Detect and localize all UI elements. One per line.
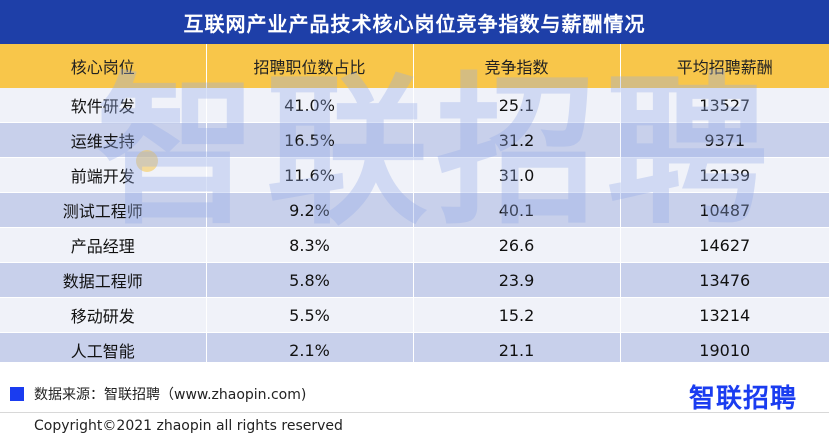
table-cell: 23.9: [413, 262, 621, 298]
table-row: 人工智能 2.1% 21.1 19010: [0, 332, 829, 362]
table-cell: 13527: [620, 88, 829, 123]
footer-divider: [0, 412, 829, 413]
brand-logo: 智联招聘: [688, 384, 797, 414]
table-cell: 8.3%: [206, 227, 414, 263]
table-row: 软件研发 41.0% 25.1 13527: [0, 88, 829, 123]
table-cell: 19010: [620, 332, 829, 362]
table-cell: 软件研发: [0, 88, 207, 123]
table-row: 运维支持 16.5% 31.2 9371: [0, 122, 829, 158]
table-cell: 5.8%: [206, 262, 414, 298]
table-cell: 产品经理: [0, 227, 207, 263]
table-cell: 11.6%: [206, 157, 414, 193]
table-cell: 13214: [620, 297, 829, 333]
table-header-row: 核心岗位 招聘职位数占比 竞争指数 平均招聘薪酬: [0, 44, 829, 88]
table-cell: 25.1: [413, 88, 621, 123]
table-cell: 5.5%: [206, 297, 414, 333]
source-text: 数据来源：智联招聘（www.zhaopin.com): [34, 387, 307, 403]
source-square-icon: [10, 387, 24, 401]
table-cell: 9371: [620, 122, 829, 158]
table-cell: 数据工程师: [0, 262, 207, 298]
table-cell: 9.2%: [206, 192, 414, 228]
data-table: 核心岗位 招聘职位数占比 竞争指数 平均招聘薪酬 软件研发 41.0% 25.1 13…: [0, 44, 829, 362]
chart-title: 互联网产业产品技术核心岗位竞争指数与薪酬情况: [0, 0, 829, 44]
table-row: 数据工程师 5.8% 23.9 13476: [0, 262, 829, 298]
source-note: 数据来源：智联招聘（www.zhaopin.com): [10, 384, 306, 404]
table-row: 前端开发 11.6% 31.0 12139: [0, 157, 829, 193]
table-cell: 14627: [620, 227, 829, 263]
table-cell: 12139: [620, 157, 829, 193]
column-header: 招聘职位数占比: [206, 44, 414, 88]
table-cell: 16.5%: [206, 122, 414, 158]
table-cell: 31.2: [413, 122, 621, 158]
table-cell: 测试工程师: [0, 192, 207, 228]
table-cell: 人工智能: [0, 332, 207, 362]
table-cell: 13476: [620, 262, 829, 298]
data-table-container: 核心岗位 招聘职位数占比 竞争指数 平均招聘薪酬 软件研发 41.0% 25.1 13…: [0, 44, 829, 362]
table-cell: 10487: [620, 192, 829, 228]
table-row: 产品经理 8.3% 26.6 14627: [0, 227, 829, 263]
table-cell: 运维支持: [0, 122, 207, 158]
column-header: 核心岗位: [0, 44, 207, 88]
table-row: 移动研发 5.5% 15.2 13214: [0, 297, 829, 333]
table-cell: 前端开发: [0, 157, 207, 193]
copyright-text: Copyright©2021 zhaopin all rights reserv…: [34, 418, 343, 434]
column-header: 平均招聘薪酬: [620, 44, 829, 88]
table-cell: 2.1%: [206, 332, 414, 362]
table-cell: 21.1: [413, 332, 621, 362]
table-cell: 41.0%: [206, 88, 414, 123]
table-cell: 31.0: [413, 157, 621, 193]
table-row: 测试工程师 9.2% 40.1 10487: [0, 192, 829, 228]
table-body: 软件研发 41.0% 25.1 13527 运维支持 16.5% 31.2 9371 前端开发 1…: [0, 88, 829, 362]
column-header: 竞争指数: [413, 44, 621, 88]
watermark-dot: [136, 150, 158, 172]
table-cell: 26.6: [413, 227, 621, 263]
table-cell: 移动研发: [0, 297, 207, 333]
table-cell: 15.2: [413, 297, 621, 333]
table-cell: 40.1: [413, 192, 621, 228]
